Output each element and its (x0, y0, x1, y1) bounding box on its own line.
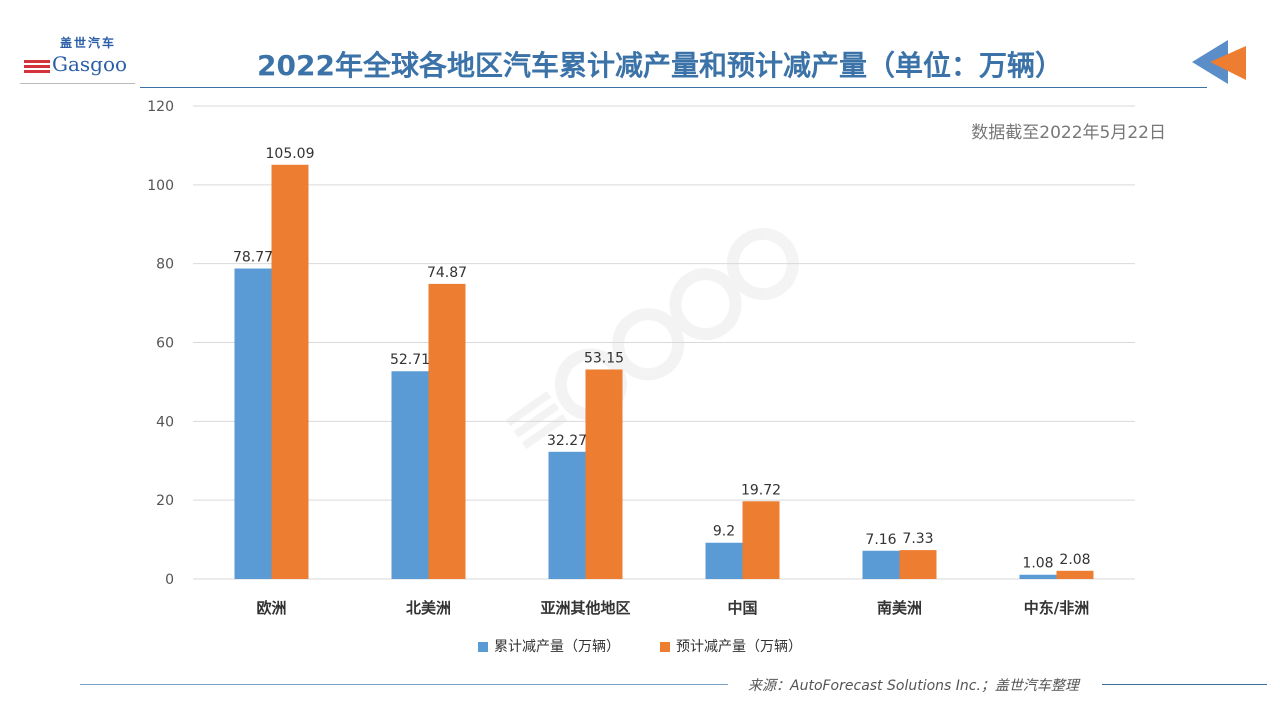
bar (391, 371, 429, 579)
data-label: 2.08 (1059, 552, 1090, 568)
y-tick-label: 60 (156, 336, 174, 352)
bar (428, 283, 466, 579)
y-tick-label: 80 (156, 257, 174, 273)
x-tick-label: 中东/非洲 (1024, 599, 1089, 617)
data-label: 9.2 (713, 524, 735, 540)
bar (585, 369, 623, 579)
bar (234, 268, 272, 579)
bar (271, 164, 309, 579)
legend: 累计减产量（万辆） 预计减产量（万辆） (0, 636, 1280, 656)
page-title: 2022年全球各地区汽车累计减产量和预计减产量（单位：万辆） (257, 49, 1063, 82)
bar (1019, 574, 1057, 579)
bar (705, 542, 743, 579)
x-tick-label: 亚洲其他地区 (540, 599, 630, 617)
legend-item-cumulative: 累计减产量（万辆） (478, 636, 620, 656)
bar (742, 501, 780, 579)
data-label: 7.16 (865, 532, 896, 548)
gasgoo-logo: 盖世汽车 Gasgoo (20, 36, 135, 92)
y-tick-label: 100 (147, 178, 174, 194)
bar (548, 451, 586, 579)
y-tick-label: 20 (156, 493, 174, 509)
legend-item-forecast: 预计减产量（万辆） (660, 636, 802, 656)
bar (1056, 570, 1094, 579)
source-note: 来源：AutoForecast Solutions Inc.；盖世汽车整理 (748, 678, 1079, 694)
x-tick-label: 欧洲 (256, 599, 286, 617)
bar (899, 550, 937, 579)
legend-label: 预计减产量（万辆） (676, 639, 802, 655)
footer-divider-right (1102, 684, 1267, 685)
data-label: 32.27 (547, 433, 587, 449)
x-tick-label: 南美洲 (877, 599, 922, 617)
watermark (505, 227, 799, 450)
data-label: 105.09 (266, 146, 315, 162)
title-divider (140, 87, 1207, 88)
data-label: 78.77 (233, 250, 273, 266)
data-date-note: 数据截至2022年5月22日 (971, 123, 1166, 143)
double-triangle-arrow-icon (1192, 40, 1246, 84)
data-label: 53.15 (584, 351, 624, 367)
data-label: 52.71 (390, 352, 430, 368)
x-tick-label: 中国 (727, 599, 757, 617)
y-tick-label: 0 (165, 572, 174, 588)
data-label: 74.87 (427, 265, 467, 281)
legend-label: 累计减产量（万辆） (494, 639, 620, 655)
data-label: 1.08 (1022, 556, 1053, 572)
y-tick-label: 40 (156, 414, 174, 430)
data-label: 7.33 (902, 531, 933, 547)
data-label: 19.72 (741, 482, 781, 498)
footer-divider-left (80, 684, 728, 685)
logo-cn-text: 盖世汽车 (60, 36, 117, 50)
logo-en-text: Gasgoo (52, 52, 128, 76)
bar (862, 550, 900, 579)
y-tick-label: 120 (147, 99, 174, 115)
x-tick-label: 北美洲 (406, 599, 451, 617)
